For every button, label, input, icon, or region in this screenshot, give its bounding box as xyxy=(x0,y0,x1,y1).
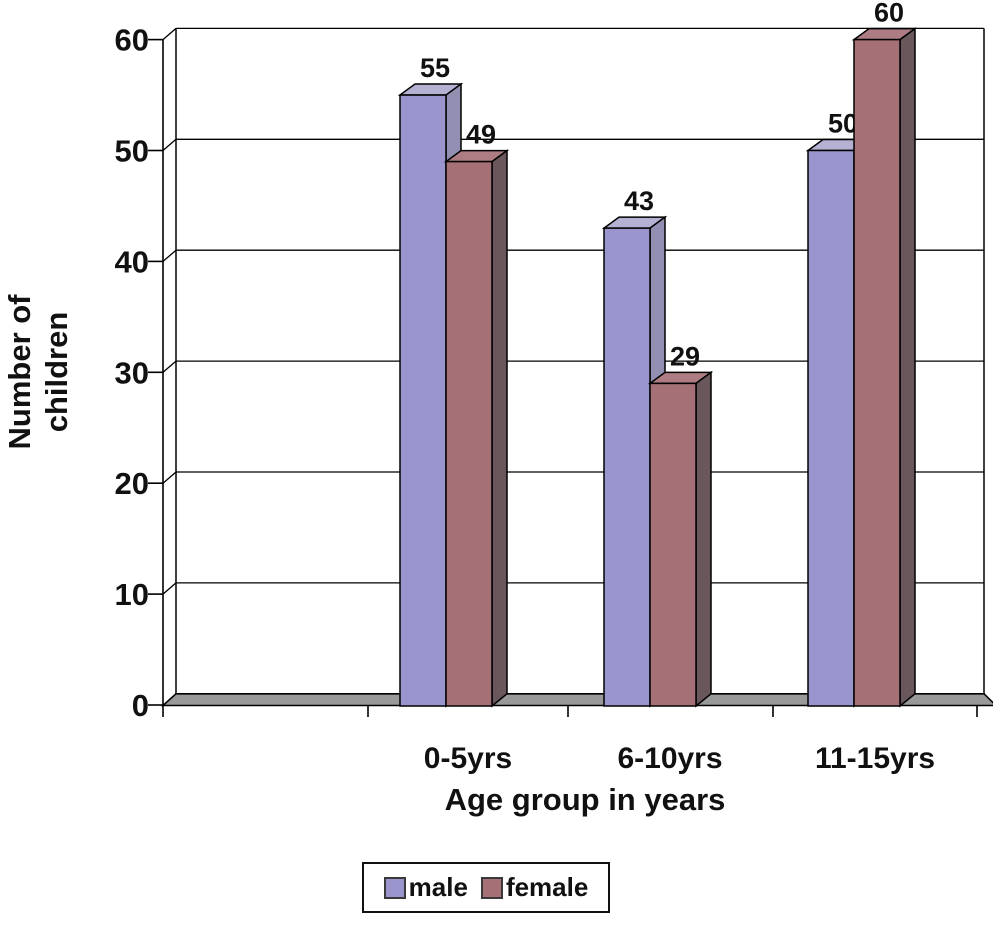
bar-side-female-2 xyxy=(899,27,916,708)
bar-male-1 xyxy=(603,227,651,707)
y-axis-title: Number of children xyxy=(1,262,77,482)
y-tick-label: 0 xyxy=(132,688,149,723)
bar-male-0 xyxy=(399,94,447,707)
legend-item-male: male xyxy=(383,872,468,903)
gridline-depth xyxy=(162,27,177,41)
y-axis-title-line2: children xyxy=(39,311,74,433)
y-tick-label: 30 xyxy=(115,355,149,390)
y-tick-label: 50 xyxy=(115,134,149,169)
legend-item-female: female xyxy=(480,872,589,903)
x-category-label: 0-5yrs xyxy=(424,742,512,775)
legend-label-male: male xyxy=(408,872,468,902)
bar-female-0 xyxy=(445,160,493,707)
bar-male-2 xyxy=(807,149,855,707)
y-tick-label: 10 xyxy=(115,577,149,612)
x-category-label: 6-10yrs xyxy=(617,742,722,775)
bar-value-label-female-0: 49 xyxy=(466,120,496,150)
floor xyxy=(160,692,993,707)
bar-value-label-male-0: 55 xyxy=(420,53,450,83)
gridline-depth xyxy=(162,138,177,151)
bar-value-label-female-2: 60 xyxy=(874,0,904,28)
bar-female-1 xyxy=(649,382,697,707)
x-axis-title: Age group in years xyxy=(444,782,726,817)
bar-side-female-0 xyxy=(491,149,508,708)
bar-female-2 xyxy=(853,38,901,707)
gridline-depth xyxy=(162,471,177,484)
y-tick-label: 20 xyxy=(115,466,149,501)
legend-swatch-male xyxy=(383,876,406,899)
legend: male female xyxy=(362,862,610,913)
bar-side-female-1 xyxy=(695,370,712,708)
bar-value-label-male-2: 50 xyxy=(828,109,858,139)
gridline-depth xyxy=(162,582,177,595)
legend-label-female: female xyxy=(505,872,589,902)
bar-value-label-female-1: 29 xyxy=(670,341,700,371)
y-tick-label: 60 xyxy=(115,23,149,58)
bar-value-label-male-1: 43 xyxy=(624,186,654,216)
gridline-depth xyxy=(162,360,177,373)
y-axis-title-line1: Number of xyxy=(2,294,37,450)
x-category-label: 11-15yrs xyxy=(815,742,935,775)
y-tick-label: 40 xyxy=(115,244,149,279)
gridline-depth xyxy=(162,249,177,262)
legend-swatch-female xyxy=(480,876,503,899)
